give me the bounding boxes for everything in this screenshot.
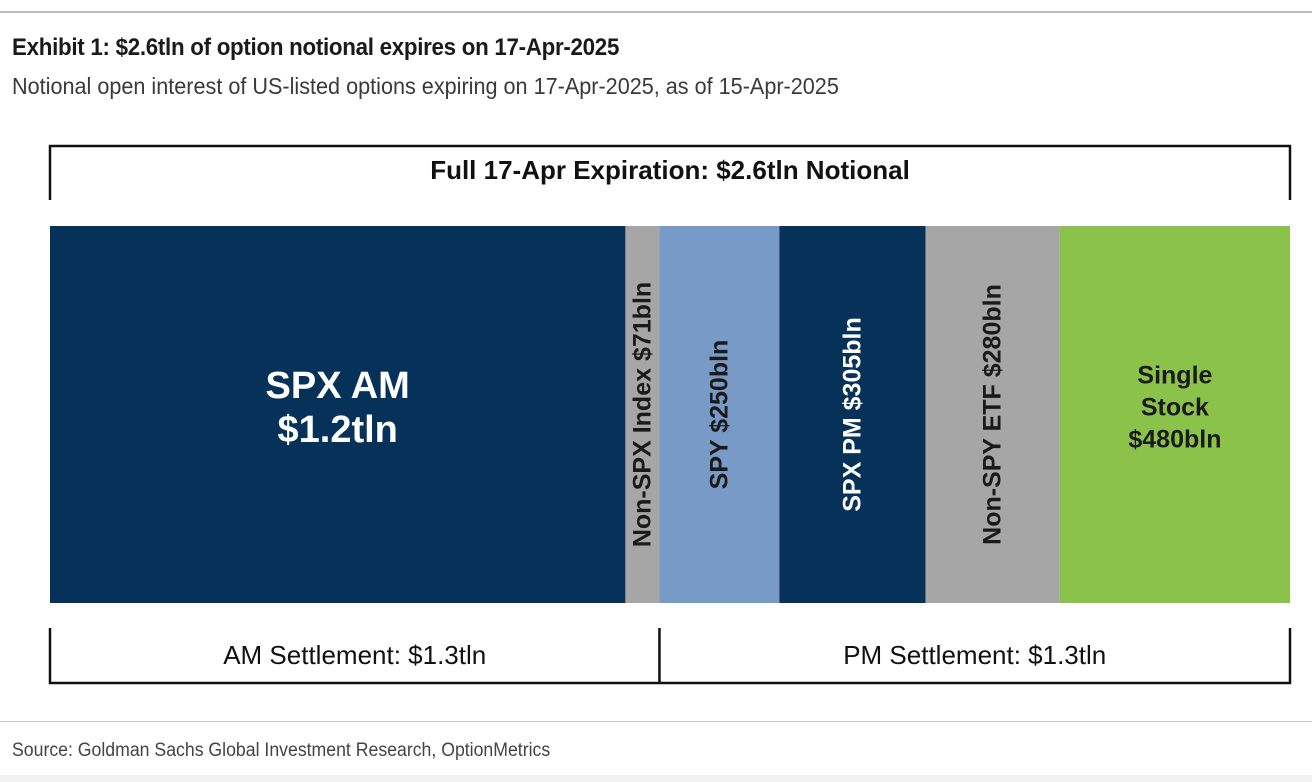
segment-spx-pm (779, 226, 926, 603)
segment-label-non-spx-index: Non-SPX Index $71bln (628, 282, 656, 547)
settlement-bracket-line (48, 628, 1292, 685)
segment-label-non-spy-etf: Non-SPY ETF $280bln (979, 284, 1007, 545)
total-bracket-line (48, 144, 1292, 200)
source-note: Source: Goldman Sachs Global Investment … (12, 740, 551, 761)
segment-label-spy: SPY $250bln (705, 340, 733, 490)
total-label: Full 17-Apr Expiration: $2.6tln Notional (430, 155, 910, 185)
bottom-rule (0, 721, 1312, 722)
exhibit-subtitle: Notional open interest of US-listed opti… (12, 73, 839, 99)
segment-label-spx-am: SPX AM $1.2tln (266, 365, 410, 451)
segment-non-spy-etf (925, 226, 1060, 603)
top-rule (0, 11, 1312, 13)
exhibit-title: Exhibit 1: $2.6tln of option notional ex… (12, 34, 620, 61)
bar-segments: SPX AM $1.2tln Non-SPX Index $71bln SPY $25… (50, 226, 1290, 603)
settlement-label-am: AM Settlement: $1.3tln (223, 640, 486, 670)
segment-label-spx-pm: SPX PM $305bln (838, 317, 866, 512)
footer-band (0, 775, 1312, 782)
segment-single-stock (1059, 226, 1290, 603)
stacked-bar-chart: Full 17-Apr Expiration: $2.6tln Notional… (48, 144, 1292, 685)
settlement-brackets: AM Settlement: $1.3tln PM Settlement: $1.… (48, 628, 1292, 685)
segment-label-single-stock: Single Stock $480bln (1128, 361, 1221, 453)
segment-spy (659, 226, 780, 603)
segment-spx-am (50, 226, 626, 603)
segment-non-spx-index (625, 226, 660, 603)
settlement-label-pm: PM Settlement: $1.3tln (843, 640, 1106, 670)
total-bracket: Full 17-Apr Expiration: $2.6tln Notional (48, 144, 1292, 200)
